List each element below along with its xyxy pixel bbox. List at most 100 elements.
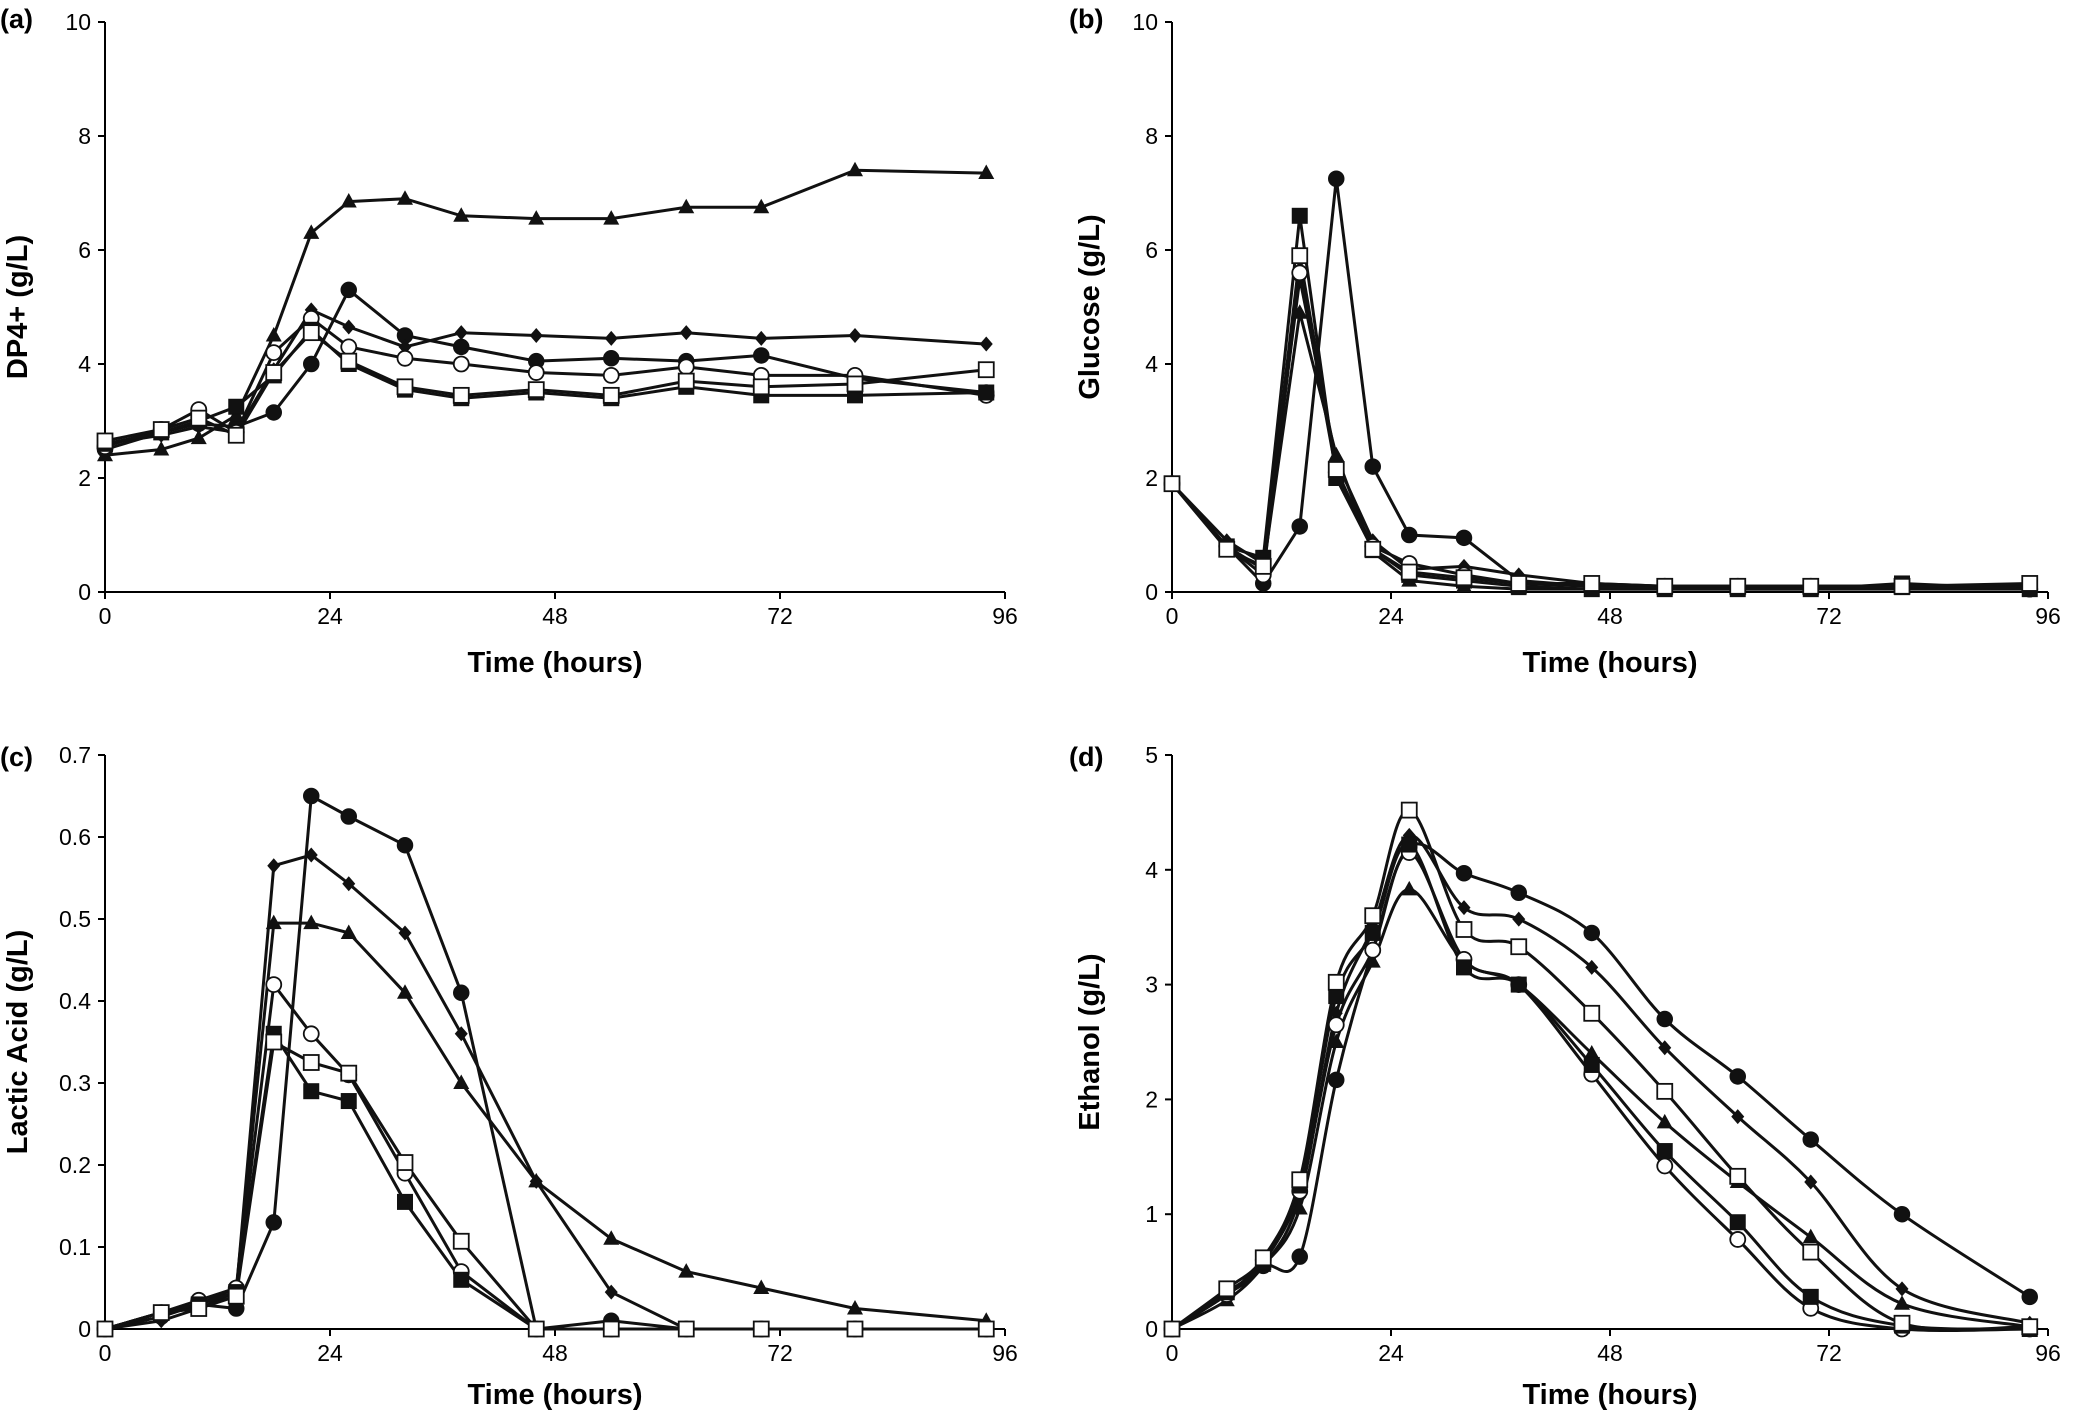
- data-point-square-filled: [1291, 207, 1308, 224]
- data-point-circle-filled: [1364, 458, 1381, 475]
- data-point-circle-filled: [1455, 864, 1473, 882]
- y-tick-label: 0: [78, 579, 91, 605]
- data-point-triangle-filled: [678, 1263, 695, 1278]
- data-point-square-open: [396, 378, 414, 396]
- data-point-triangle-filled: [528, 1172, 545, 1188]
- x-tick-label: 0: [1166, 1340, 1179, 1366]
- data-point-diamond-filled: [604, 1284, 618, 1300]
- data-point-circle-open: [396, 349, 414, 367]
- data-point-square-open: [1656, 577, 1674, 595]
- x-tick-label: 0: [1166, 603, 1179, 629]
- y-tick-label: 8: [78, 123, 91, 149]
- data-point-square-open: [190, 409, 208, 427]
- data-point-square-filled: [978, 384, 995, 401]
- data-point-circle-filled: [340, 808, 357, 825]
- data-point-circle-filled: [453, 338, 470, 356]
- y-tick-label: 0.2: [59, 1152, 91, 1178]
- data-point-square-open: [1400, 801, 1418, 819]
- data-point-square-open: [302, 1054, 320, 1071]
- x-tick-label: 96: [2035, 603, 2061, 629]
- data-point-triangle-filled: [303, 224, 320, 239]
- x-axis-title: Time (hours): [1522, 1379, 1697, 1411]
- data-point-square-open: [602, 1320, 620, 1338]
- data-point-triangle-filled: [978, 164, 995, 180]
- data-point-triangle-filled: [397, 984, 413, 999]
- data-point-triangle-filled: [1583, 1044, 1600, 1060]
- data-point-circle-filled: [453, 984, 470, 1002]
- x-tick-label: 0: [99, 603, 112, 629]
- data-point-square-open: [1729, 577, 1747, 595]
- data-point-circle-filled: [1729, 1068, 1746, 1085]
- data-point-circle-filled: [265, 404, 282, 421]
- data-point-triangle-filled: [1894, 1295, 1910, 1310]
- x-tick-label: 48: [542, 1340, 568, 1366]
- series-line-square-open: [1170, 255, 2030, 588]
- data-point-square-open: [977, 1320, 995, 1338]
- panel-label: (d): [1069, 742, 1103, 772]
- y-tick-label: 8: [1145, 123, 1158, 149]
- data-point-circle-open: [265, 344, 283, 362]
- data-point-diamond-filled: [1731, 1109, 1745, 1125]
- data-point-circle-open: [1291, 264, 1309, 282]
- x-tick-label: 48: [1597, 1340, 1623, 1366]
- y-tick-label: 4: [78, 351, 91, 377]
- data-point-square-open: [2021, 575, 2039, 592]
- data-point-circle-open: [302, 1025, 320, 1043]
- data-point-square-open: [1893, 1314, 1911, 1332]
- data-point-triangle-filled: [1364, 953, 1381, 968]
- data-point-square-open: [265, 1033, 283, 1051]
- data-point-circle-filled: [1291, 518, 1308, 535]
- data-point-diamond-filled: [1895, 1281, 1909, 1297]
- data-point-diamond-filled: [679, 325, 693, 341]
- data-point-circle-filled: [265, 1214, 282, 1231]
- data-point-square-open: [302, 324, 320, 342]
- data-point-circle-filled: [753, 347, 770, 364]
- series-markers-circle-open: [96, 976, 995, 1338]
- x-tick-label: 72: [767, 603, 793, 629]
- data-point-diamond-filled: [1804, 1174, 1818, 1190]
- y-tick-label: 0: [78, 1316, 91, 1342]
- data-point-circle-open: [1656, 1157, 1674, 1175]
- y-tick-label: 6: [1145, 237, 1158, 263]
- data-point-square-filled: [1656, 1143, 1673, 1160]
- data-point-circle-filled: [1510, 884, 1527, 902]
- panel-label: (b): [1069, 4, 1103, 34]
- y-tick-label: 2: [78, 465, 91, 491]
- data-point-triangle-filled: [753, 198, 770, 214]
- data-point-square-filled: [1583, 1056, 1600, 1073]
- x-tick-label: 0: [99, 1340, 112, 1366]
- data-point-square-open: [340, 1064, 358, 1082]
- data-point-diamond-filled: [529, 328, 543, 343]
- data-point-circle-filled: [1401, 526, 1418, 544]
- data-point-triangle-filled: [397, 190, 413, 205]
- data-point-circle-open: [1364, 941, 1382, 959]
- series-markers-diamond-filled: [1165, 271, 2037, 594]
- data-point-square-filled: [1510, 976, 1527, 993]
- x-tick-label: 96: [992, 1340, 1018, 1366]
- data-point-triangle-filled: [1401, 880, 1418, 896]
- y-tick-label: 4: [1145, 351, 1158, 377]
- data-point-circle-filled: [396, 836, 414, 854]
- series-markers-diamond-filled: [98, 847, 993, 1337]
- x-tick-label: 24: [317, 603, 343, 629]
- panel-c: (c) 0 0.1 0.2 0.3 0.4 0.5 0.6 0.7 0 24 48 72 96 Time (…: [0, 730, 1039, 1421]
- data-point-triangle-filled: [340, 924, 357, 939]
- data-point-triangle-filled: [1328, 446, 1345, 462]
- data-point-circle-open: [452, 355, 470, 373]
- x-tick-label: 72: [1816, 1340, 1842, 1366]
- data-point-square-open: [1163, 475, 1181, 493]
- series-line-triangle-filled: [104, 921, 987, 1331]
- data-point-square-open: [1455, 921, 1473, 938]
- data-point-square-open: [265, 364, 283, 381]
- series-markers-circle-filled: [96, 787, 995, 1338]
- x-tick-label: 72: [1816, 603, 1842, 629]
- data-point-square-open: [1656, 1082, 1674, 1100]
- y-tick-label: 0: [1145, 1316, 1158, 1342]
- x-tick-label: 24: [317, 1340, 343, 1366]
- series-markers-triangle-filled: [97, 914, 995, 1335]
- y-axis-title: DP4+ (g/L): [2, 235, 34, 379]
- data-point-triangle-filled: [847, 161, 863, 177]
- panel-d: (d) 0 1 2 3 4 5 0 24 48 72 96 Time (hours) Ethanol (g…: [1039, 730, 2079, 1421]
- data-point-square-open: [527, 381, 545, 399]
- series-line-triangle-filled: [1170, 312, 2030, 591]
